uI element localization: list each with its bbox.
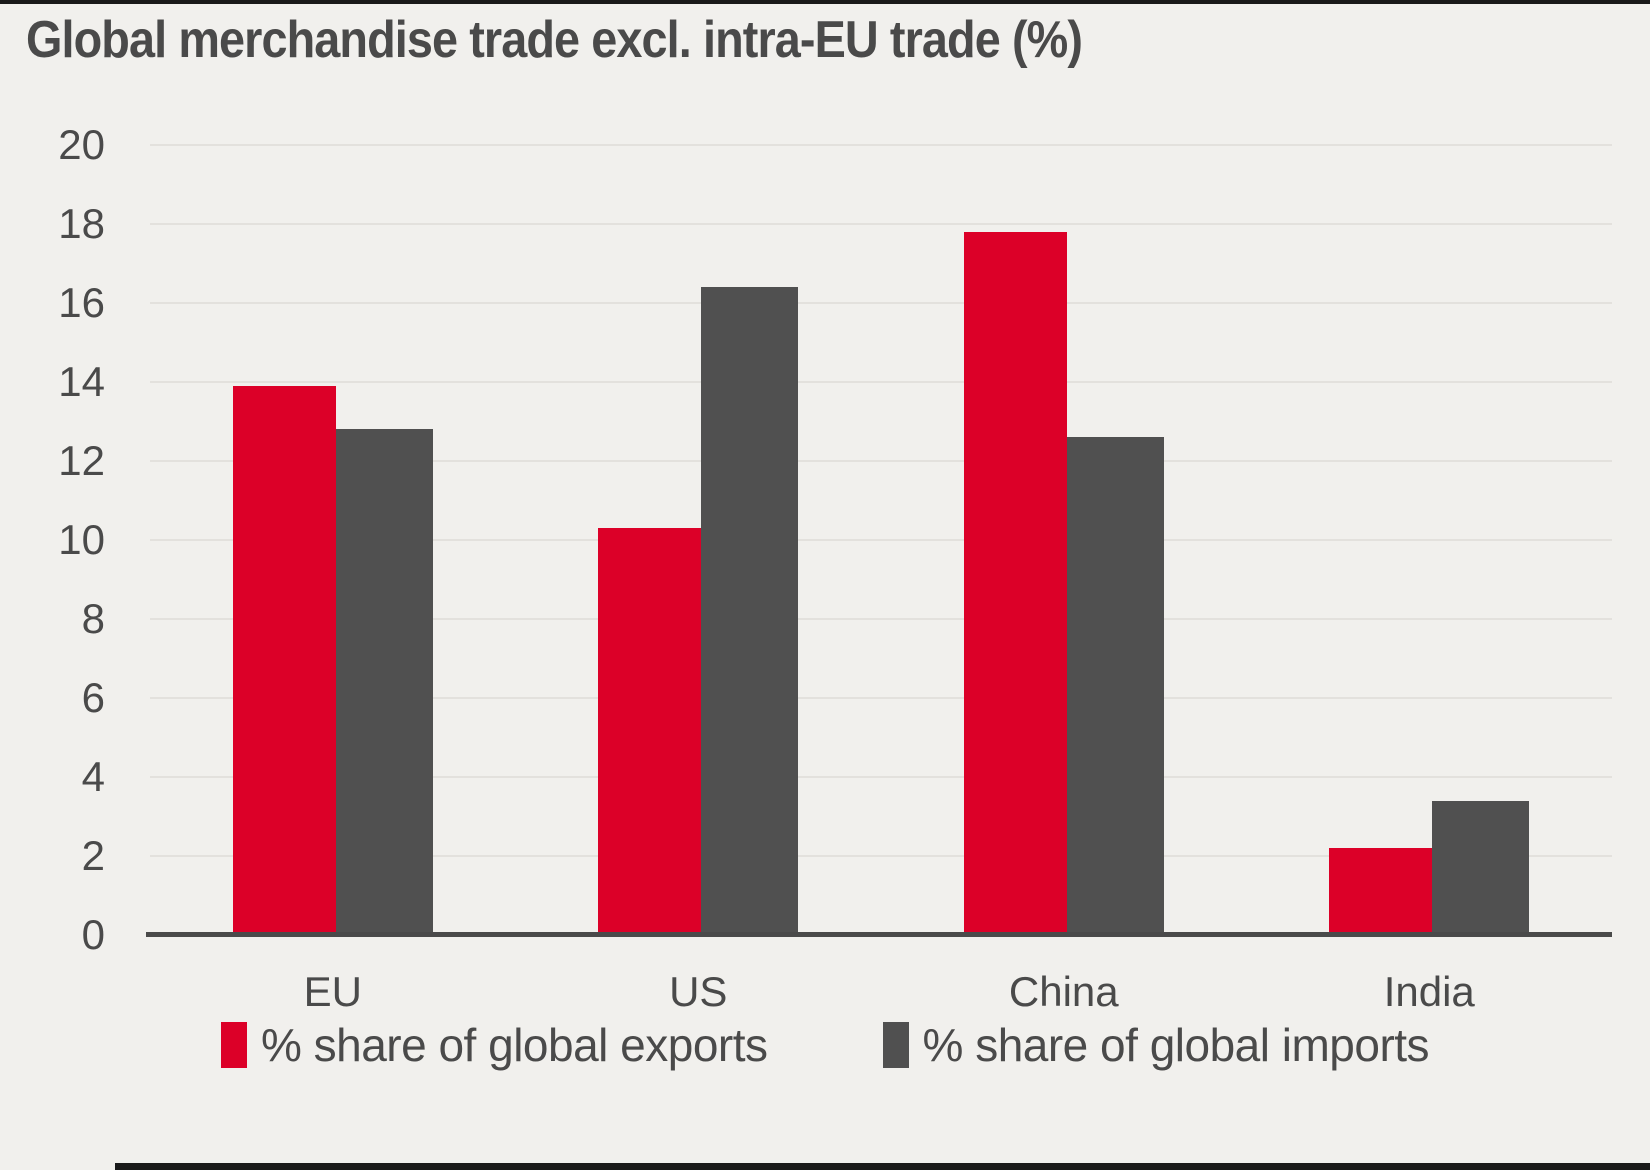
- y-axis-tick-label: 18: [58, 200, 105, 247]
- legend-swatch-imports: [882, 1022, 909, 1068]
- legend: % share of global exports % share of glo…: [0, 1018, 1650, 1072]
- y-axis-tick-label: 12: [58, 437, 105, 484]
- bar-india-imports: [1432, 800, 1530, 935]
- bar-series-container: [150, 145, 1612, 935]
- y-axis-tick-label: 10: [58, 516, 105, 563]
- y-axis-tick-label: 14: [58, 358, 105, 405]
- gridline: [150, 697, 1612, 699]
- bar-group-china: [881, 145, 1247, 935]
- bar-group-us: [516, 145, 882, 935]
- legend-label-imports: % share of global imports: [922, 1019, 1430, 1071]
- y-axis-tick-label: 4: [81, 753, 105, 800]
- y-axis-tick-label: 8: [81, 595, 105, 642]
- bar-india-exports: [1329, 848, 1433, 935]
- y-axis-tick-label: 16: [58, 279, 105, 326]
- y-axis-tick-label: 2: [81, 832, 105, 879]
- gridline: [150, 776, 1612, 778]
- y-axis-tick-label: 20: [58, 121, 105, 168]
- gridline: [150, 855, 1612, 857]
- bar-group-eu: [150, 145, 516, 935]
- x-axis-label-eu: EU: [303, 968, 362, 1015]
- y-axis: 0 2 4 6 8 10 12 14 16 18 20: [0, 124, 105, 956]
- gridline: [150, 381, 1612, 383]
- bar-group-india: [1247, 145, 1613, 935]
- x-axis: EU US China India: [150, 968, 1612, 1016]
- x-axis-line: [146, 932, 1612, 937]
- bar-us-imports: [701, 287, 799, 935]
- gridline: [150, 618, 1612, 620]
- bar-eu-imports: [335, 429, 433, 935]
- bar-china-exports: [963, 231, 1067, 935]
- x-axis-label-china: China: [1008, 968, 1119, 1015]
- bar-pair: [232, 385, 433, 935]
- chart-title: Global merchandise trade excl. intra-EU …: [26, 11, 1083, 69]
- gridline: [150, 223, 1612, 225]
- bar-eu-exports: [232, 385, 336, 935]
- legend-item-exports: % share of global exports: [220, 1018, 768, 1072]
- x-axis-label-india: India: [1383, 968, 1475, 1015]
- x-axis-label-us: US: [669, 968, 728, 1015]
- bar-pair: [963, 231, 1164, 935]
- bar-china-imports: [1066, 437, 1164, 935]
- legend-label-exports: % share of global exports: [260, 1019, 768, 1071]
- legend-swatch-exports: [220, 1022, 247, 1068]
- legend-item-imports: % share of global imports: [882, 1018, 1430, 1072]
- gridline: [150, 460, 1612, 462]
- bar-pair: [1329, 800, 1530, 935]
- top-border-line: [0, 0, 1650, 4]
- plot-area: [146, 144, 1612, 937]
- bottom-border-line: [115, 1163, 1650, 1170]
- gridline: [150, 144, 1612, 146]
- bar-pair: [598, 287, 799, 935]
- gridline: [150, 539, 1612, 541]
- y-axis-tick-label: 6: [81, 674, 105, 721]
- y-axis-tick-label: 0: [81, 911, 105, 958]
- gridline: [150, 302, 1612, 304]
- bar-us-exports: [598, 528, 702, 935]
